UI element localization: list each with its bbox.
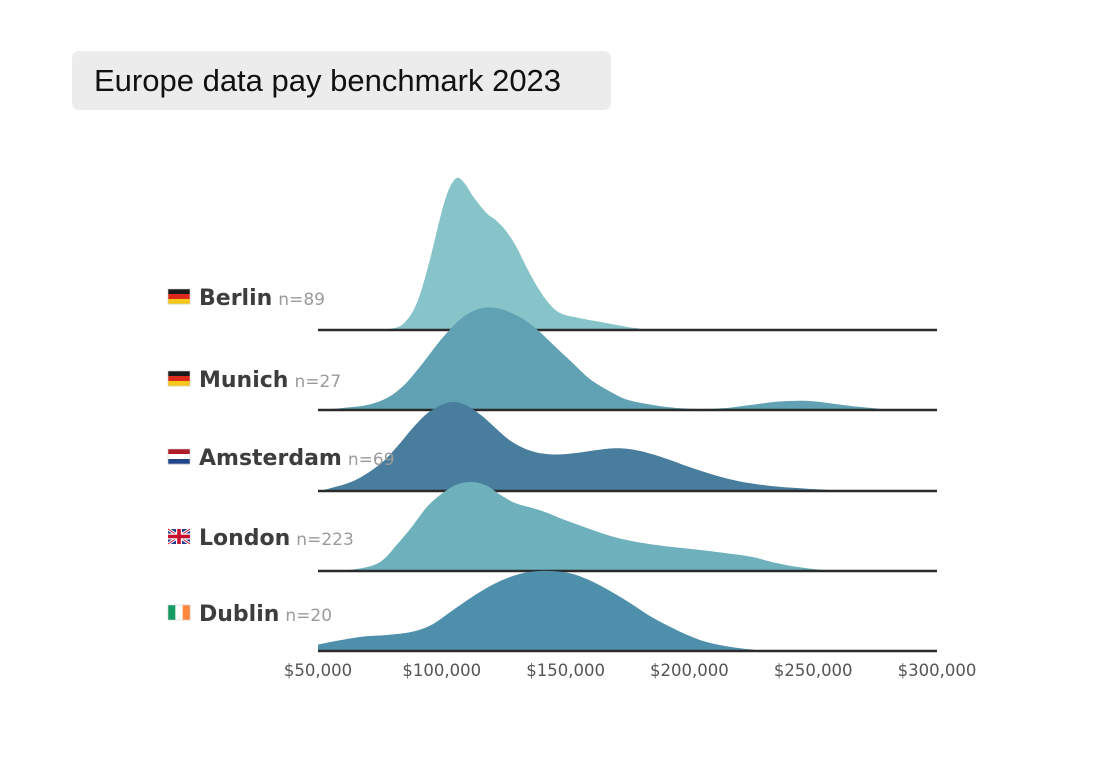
dublin-flag-icon [167,604,191,621]
x-tick-label: $50,000 [284,661,352,680]
ridge-berlin [318,177,937,331]
sample-size-dublin: n=20 [285,606,332,626]
berlin-flag-icon [167,288,191,305]
amsterdam-flag-icon [167,448,191,465]
ridge-london [318,481,937,572]
chart-title-box: Europe data pay benchmark 2023 [72,51,611,110]
city-label-london: London [199,526,290,551]
sample-size-munich: n=27 [295,372,342,392]
sample-size-london: n=223 [296,530,353,550]
sample-size-berlin: n=89 [278,290,325,310]
ridges-layer [318,177,937,653]
chart-title: Europe data pay benchmark 2023 [94,62,562,98]
london-flag-icon [167,527,191,546]
x-tick-label: $200,000 [650,661,729,680]
x-tick-label: $150,000 [526,661,605,680]
x-tick-label: $300,000 [898,661,977,680]
x-axis: $50,000 $100,000 $150,000 $200,000 $250,000 $… [284,661,976,680]
ridge-amsterdam [318,401,937,492]
city-label-berlin: Berlin [199,286,272,311]
city-label-dublin: Dublin [199,602,279,627]
city-label-amsterdam: Amsterdam [199,446,342,471]
ridge-munich [318,307,937,411]
x-tick-label: $100,000 [402,661,481,680]
sample-size-amsterdam: n=69 [348,450,395,470]
munich-flag-icon [167,370,191,387]
x-tick-label: $250,000 [774,661,853,680]
ridge-dublin [318,570,937,652]
city-label-munich: Munich [199,368,288,393]
